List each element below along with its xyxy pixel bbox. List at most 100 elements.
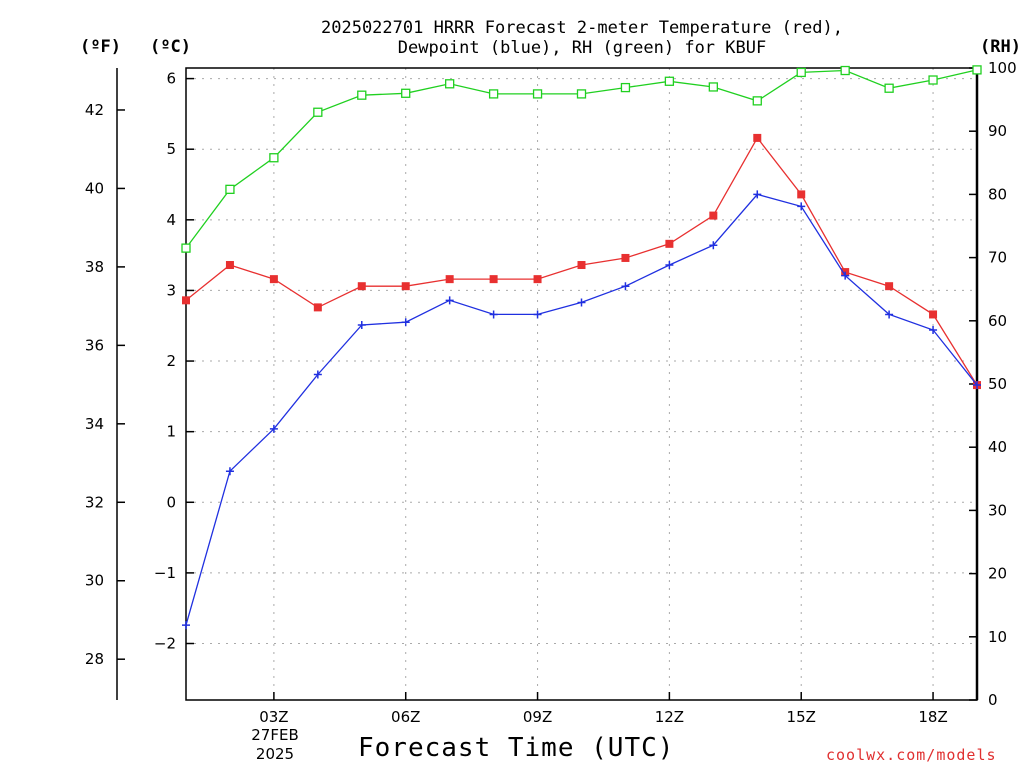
fahrenheit-tick-label: 34 <box>85 415 104 433</box>
temperature-data-point <box>225 261 234 270</box>
rh-data-point <box>401 88 411 98</box>
rh-tick-label: 50 <box>988 375 1007 393</box>
temperature-data-point <box>797 190 806 199</box>
celsius-tick-label: 5 <box>166 140 176 158</box>
temperature-data-point <box>533 275 542 284</box>
dewpoint-data-point <box>489 310 498 319</box>
celsius-tick-label: −2 <box>154 635 176 653</box>
plot-border <box>185 67 978 701</box>
dewpoint-data-point <box>269 424 278 433</box>
x-tick-label: 12Z <box>655 708 684 726</box>
temperature-data-point <box>929 310 938 319</box>
rh-data-point <box>488 89 499 99</box>
date-label-day: 27FEB <box>251 726 299 744</box>
rh-data-point <box>445 79 455 89</box>
rh-data-point <box>620 82 631 93</box>
date-label-year: 2025 <box>255 745 295 763</box>
dewpoint-data-point <box>841 271 850 280</box>
temperature-data-point <box>401 282 410 291</box>
dewpoint-data-point <box>621 282 630 291</box>
temperature-data-point <box>445 275 454 284</box>
rh-tick-label: 80 <box>988 185 1007 203</box>
celsius-tick-label: 4 <box>166 211 176 229</box>
temperature-data-point <box>885 282 894 291</box>
rh-tick-label: 60 <box>988 312 1007 330</box>
temperature-data-point <box>665 239 674 248</box>
fahrenheit-tick-label: 42 <box>85 101 104 119</box>
fahrenheit-tick-label: 32 <box>85 493 104 511</box>
temperature-data-point <box>621 253 630 262</box>
dewpoint-data-point <box>753 190 762 199</box>
dewpoint-data-point <box>885 310 894 319</box>
dewpoint-series-line <box>185 193 978 626</box>
temperature-data-point <box>357 282 366 291</box>
temperature-data-point <box>753 133 762 142</box>
fahrenheit-tick-label: 38 <box>85 258 104 276</box>
rh-data-point <box>708 82 718 92</box>
rh-tick-label: 90 <box>988 122 1007 140</box>
dewpoint-data-point <box>709 241 718 250</box>
fahrenheit-tick-label: 36 <box>85 336 104 354</box>
temperature-data-point <box>313 303 322 312</box>
rh-data-point <box>313 107 323 117</box>
rh-data-point <box>840 65 850 76</box>
rh-data-point <box>576 89 587 99</box>
rh-tick-label: 70 <box>988 249 1007 267</box>
rh-tick-label: 100 <box>988 59 1017 77</box>
dewpoint-data-point <box>973 381 981 390</box>
celsius-tick-label: 3 <box>166 281 176 299</box>
rh-tick-label: 20 <box>988 565 1007 583</box>
rh-data-point <box>928 75 938 85</box>
rh-data-point <box>884 83 894 93</box>
celsius-tick-label: 2 <box>166 352 176 370</box>
rh-data-point <box>269 153 279 163</box>
temperature-data-point <box>182 296 190 305</box>
celsius-tick-label: 1 <box>166 423 176 441</box>
plot-frame <box>116 67 979 701</box>
temperature-data-point <box>269 275 278 284</box>
rh-axis-label: (RH) <box>980 37 1021 57</box>
x-tick-label: 18Z <box>918 708 947 726</box>
rh-tick-label: 0 <box>988 691 998 709</box>
dewpoint-data-point <box>182 621 190 630</box>
x-tick-label: 06Z <box>391 708 420 726</box>
dewpoint-data-point <box>313 370 322 379</box>
fahrenheit-tick-label: 28 <box>85 650 104 668</box>
dewpoint-data-point <box>577 298 586 307</box>
fahrenheit-axis-label: (ºF) <box>80 37 121 57</box>
celsius-tick-label: 0 <box>166 493 176 511</box>
dewpoint-data-point <box>929 325 938 334</box>
rh-data-point <box>972 65 982 75</box>
rh-data-point <box>664 76 675 86</box>
x-tick-label: 15Z <box>787 708 816 726</box>
dewpoint-data-point <box>225 467 234 476</box>
temperature-data-point <box>709 211 718 220</box>
rh-data-point <box>357 90 367 100</box>
celsius-tick-label: 6 <box>166 70 176 88</box>
celsius-tick-label: −1 <box>154 564 176 582</box>
dewpoint-data-point <box>665 261 674 270</box>
dewpoint-data-point <box>533 310 542 319</box>
series-layer <box>181 65 982 630</box>
rh-tick-label: 10 <box>988 628 1007 646</box>
x-tick-label: 03Z <box>259 708 288 726</box>
rh-data-point <box>225 184 235 194</box>
dewpoint-data-point <box>797 202 806 211</box>
chart-title-line2: Dewpoint (blue), RH (green) for KBUF <box>397 38 767 58</box>
rh-tick-label: 40 <box>988 438 1007 456</box>
rh-tick-label: 30 <box>988 501 1007 519</box>
fahrenheit-tick-label: 40 <box>85 179 104 197</box>
axes: −2−1012345628303234363840420102030405060… <box>85 59 1017 726</box>
rh-data-point <box>181 243 191 253</box>
rh-data-point <box>796 67 806 78</box>
rh-data-point <box>532 89 543 99</box>
credit-text: coolwx.com/models <box>826 746 997 764</box>
chart-title-line1: 2025022701 HRRR Forecast 2-meter Tempera… <box>321 18 843 38</box>
x-tick-label: 09Z <box>523 708 552 726</box>
temperature-data-point <box>577 261 586 270</box>
dewpoint-data-point <box>445 296 454 305</box>
dewpoint-data-point <box>357 321 366 330</box>
fahrenheit-tick-label: 30 <box>85 572 104 590</box>
rh-data-point <box>752 96 762 106</box>
